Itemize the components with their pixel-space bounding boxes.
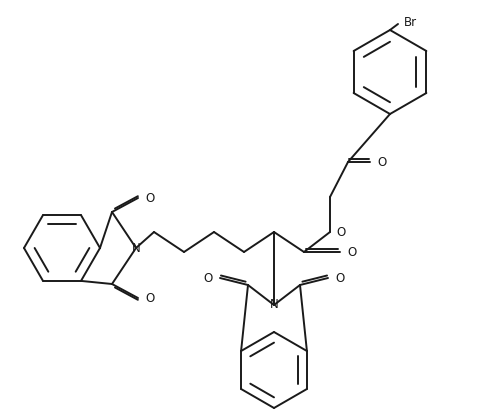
Text: O: O xyxy=(377,155,386,168)
Text: O: O xyxy=(336,226,345,239)
Text: O: O xyxy=(347,246,356,258)
Text: O: O xyxy=(145,192,154,205)
Text: O: O xyxy=(335,271,344,284)
Text: O: O xyxy=(145,291,154,304)
Text: Br: Br xyxy=(404,16,417,29)
Text: O: O xyxy=(204,271,213,284)
Text: N: N xyxy=(131,241,140,255)
Text: N: N xyxy=(270,299,279,312)
